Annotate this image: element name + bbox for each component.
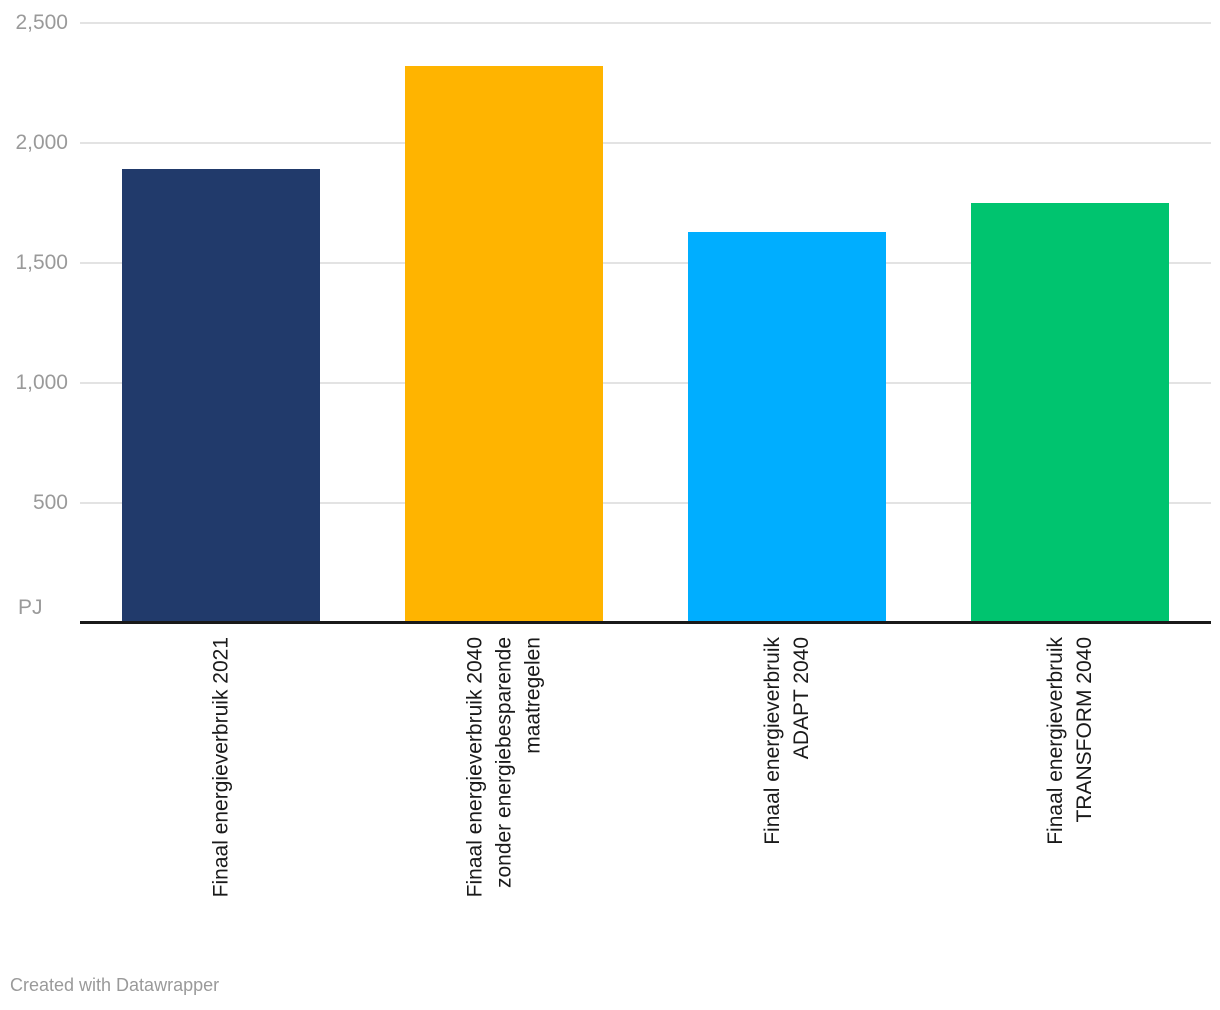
x-axis-label: Finaal energieverbruik 2040 zonder energi… <box>461 637 548 937</box>
y-tick-label: 500 <box>32 491 68 514</box>
x-axis-label-line: ADAPT 2040 <box>789 637 813 760</box>
x-axis-label: Finaal energieverbruik 2021 <box>207 637 236 937</box>
x-axis-label-line: Finaal energieverbruik 2021 <box>209 637 233 898</box>
y-gridline <box>80 22 1211 24</box>
x-axis-label-line: TRANSFORM 2040 <box>1072 637 1096 823</box>
y-tick-label: 2,500 <box>15 11 68 34</box>
x-axis-label: Finaal energieverbruik ADAPT 2040 <box>758 637 816 937</box>
x-axis-label-line: zonder energiebesparende <box>492 637 516 889</box>
y-axis-unit-label: PJ <box>18 596 43 619</box>
x-axis-label: Finaal energieverbruik TRANSFORM 2040 <box>1041 637 1099 937</box>
y-tick-label: 1,500 <box>15 251 68 274</box>
y-gridline <box>80 382 1211 384</box>
y-gridline <box>80 262 1211 264</box>
bar <box>122 169 321 623</box>
x-axis-label-line: Finaal energieverbruik 2040 <box>463 637 487 898</box>
y-gridline <box>80 142 1211 144</box>
y-gridline <box>80 502 1211 504</box>
x-axis-line <box>80 621 1211 624</box>
x-axis-label-line: Finaal energieverbruik <box>760 637 784 845</box>
credit-line: Created with Datawrapper <box>10 975 220 995</box>
y-tick-label: 1,000 <box>15 371 68 394</box>
bar <box>687 231 886 623</box>
bar <box>405 66 604 623</box>
y-tick-label: 2,000 <box>15 131 68 154</box>
bar <box>970 203 1169 623</box>
x-axis-label-line: Finaal energieverbruik <box>1043 637 1067 845</box>
x-axis-label-line: maatregelen <box>521 637 545 754</box>
